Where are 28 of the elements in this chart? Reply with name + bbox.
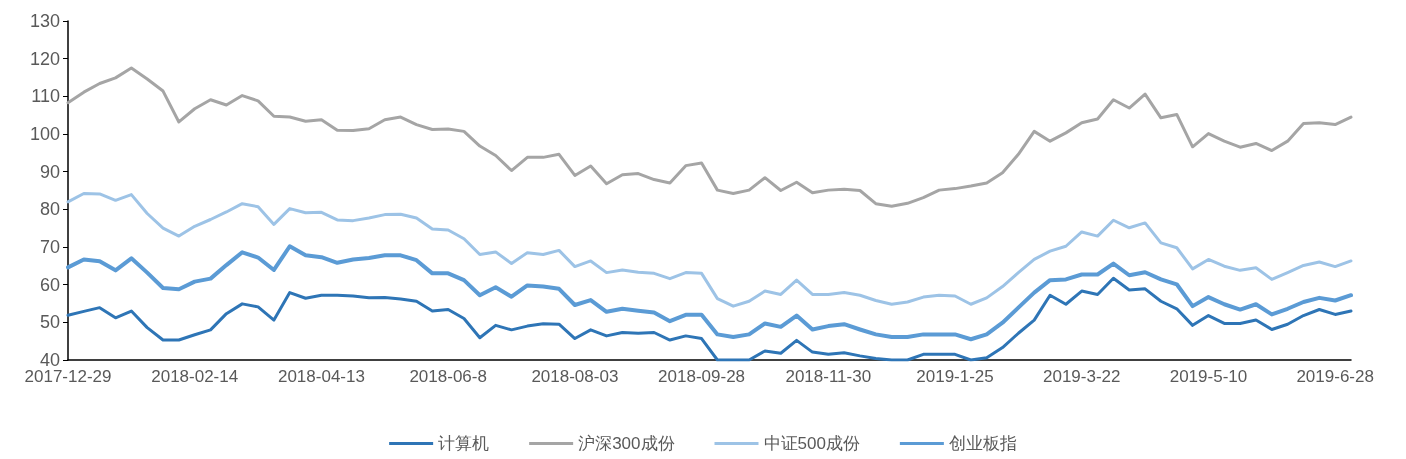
y-tick-label: 60 <box>39 274 60 295</box>
y-tick-label: 100 <box>29 124 60 144</box>
x-tick-label: 2018-06-8 <box>409 367 487 386</box>
legend-label: 沪深300成份 <box>578 434 675 453</box>
line-series <box>66 244 1353 342</box>
x-tick-label: 2019-3-22 <box>1042 367 1121 386</box>
y-tick-label: 40 <box>39 350 60 370</box>
line-series <box>66 192 1353 308</box>
legend-label: 创业板指 <box>948 434 1017 453</box>
x-tick-label: 2017-12-29 <box>24 367 112 386</box>
x-tick-label: 2019-1-25 <box>916 367 994 386</box>
x-tick-label: 2018-02-14 <box>151 367 239 386</box>
x-tick-label: 2019-5-10 <box>1169 367 1248 386</box>
y-tick-label: 120 <box>29 48 60 69</box>
line-series <box>66 66 1353 208</box>
legend-label: 中证500成份 <box>763 434 860 453</box>
x-tick-label: 2018-11-30 <box>785 367 872 386</box>
y-tick-label: 50 <box>39 312 60 333</box>
y-tick-label: 80 <box>39 199 60 220</box>
y-tick-label: 90 <box>39 161 60 182</box>
y-tick-label: 130 <box>29 11 60 31</box>
y-tick-label: 70 <box>39 237 60 257</box>
x-tick-label: 2019-6-28 <box>1296 367 1374 386</box>
y-tick-label: 110 <box>31 86 60 107</box>
legend-label: 计算机 <box>438 434 490 453</box>
x-tick-label: 2018-08-03 <box>531 367 619 386</box>
x-tick-label: 2018-04-13 <box>277 367 365 386</box>
x-tick-label: 2018-09-28 <box>658 367 746 386</box>
